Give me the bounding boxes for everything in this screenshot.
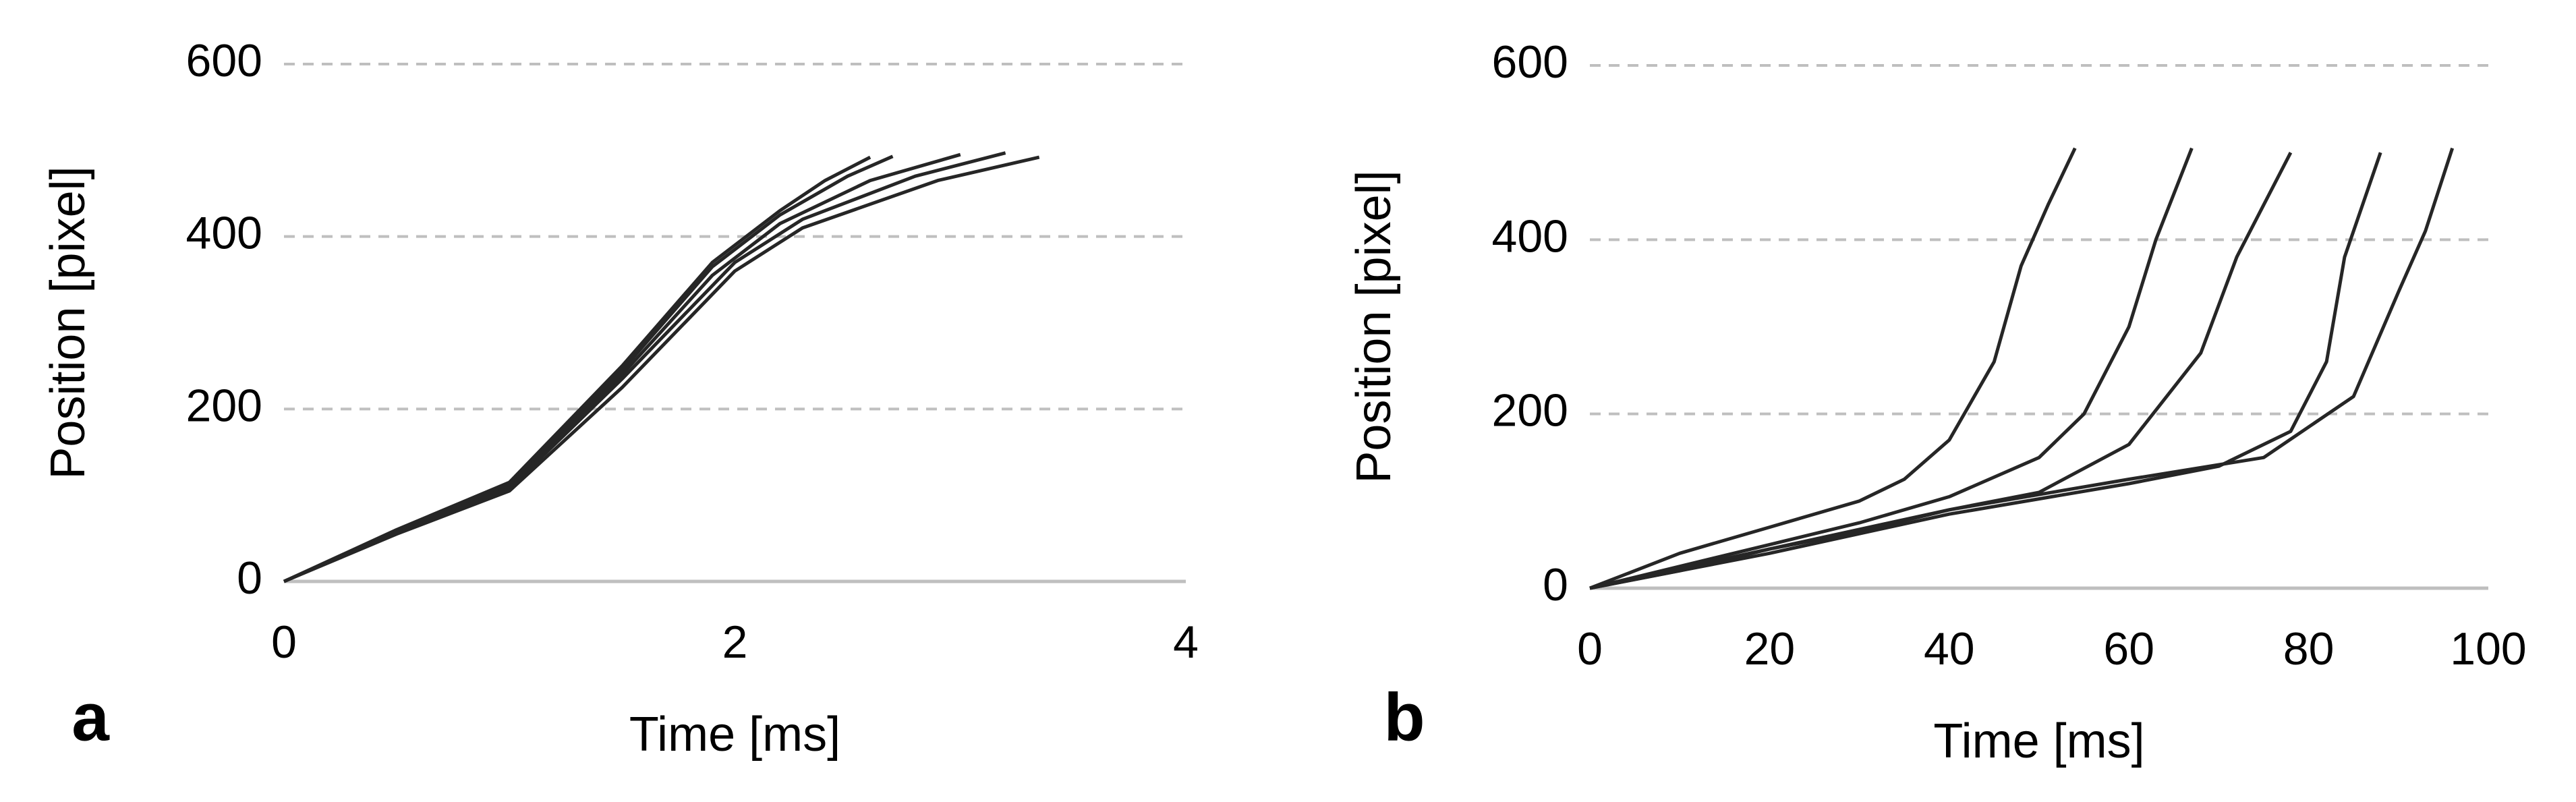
x-tick-label: 20 [1744,623,1796,675]
series-line [283,155,1040,583]
y-tick-label: 400 [186,208,262,259]
y-tick-label: 400 [1492,210,1568,262]
y-tick-label: 600 [186,35,262,86]
series-line [1589,152,2293,590]
y-tick-label: 200 [186,380,262,431]
y-tick-label: 200 [1492,385,1568,436]
y-tick-label: 600 [1492,36,1568,88]
x-tick-label: 2 [722,617,748,668]
x-tick-label: 100 [2450,623,2526,675]
series-line [1589,147,2194,590]
y-axis-title: Position [pixel] [41,166,95,479]
x-tick-label: 80 [2283,623,2335,675]
x-tick-label: 0 [271,617,297,668]
x-axis-title: Time [ms] [629,708,840,762]
x-tick-label: 4 [1173,617,1199,668]
series-line [283,155,871,583]
series-line [1589,147,2455,590]
x-tick-label: 60 [2103,623,2154,675]
panel-label: a [71,679,110,755]
y-tick-label: 0 [237,552,262,604]
x-tick-label: 40 [1924,623,1975,675]
x-axis-title: Time [ms] [1933,714,2144,768]
x-tick-label: 0 [1577,623,1603,675]
panel-label: b [1383,679,1425,755]
series-line [283,151,1006,583]
y-tick-label: 0 [1543,559,1568,610]
series-line [1589,147,2077,590]
y-axis-title: Position [pixel] [1347,170,1401,483]
series-line [1589,152,2382,590]
